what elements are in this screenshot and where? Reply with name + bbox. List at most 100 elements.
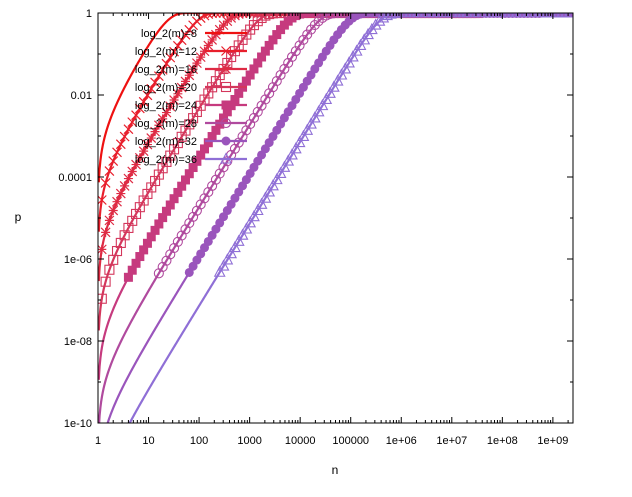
series-marker bbox=[169, 144, 180, 155]
series-marker bbox=[305, 117, 317, 129]
x-tick-label: 100 bbox=[190, 435, 208, 447]
series-marker bbox=[108, 205, 119, 216]
series-marker bbox=[268, 35, 278, 45]
series-marker bbox=[142, 90, 153, 101]
legend-label: log_2(m)=12 bbox=[135, 46, 197, 58]
y-tick-label: 1e-08 bbox=[64, 336, 92, 348]
series-marker bbox=[165, 52, 176, 63]
series-marker bbox=[131, 159, 141, 170]
legend-item: log_2(m)=32 bbox=[135, 136, 247, 148]
series-marker bbox=[150, 175, 161, 187]
series-marker bbox=[138, 96, 149, 107]
series-marker bbox=[222, 107, 232, 117]
series-marker bbox=[260, 13, 271, 21]
series-marker bbox=[104, 166, 115, 176]
series-marker bbox=[276, 25, 286, 35]
series-marker bbox=[192, 156, 202, 166]
series-marker bbox=[169, 194, 179, 204]
series-marker bbox=[180, 125, 191, 136]
series-marker bbox=[260, 46, 270, 56]
series-line bbox=[98, 13, 573, 183]
series-marker bbox=[184, 119, 195, 130]
legend-label: log_2(m)=28 bbox=[135, 118, 197, 130]
legend-label: log_2(m)=32 bbox=[135, 136, 197, 148]
y-tick-label: 1 bbox=[86, 8, 92, 20]
series-marker bbox=[203, 40, 214, 51]
legend-marker bbox=[221, 64, 231, 74]
x-tick-label: 1e+06 bbox=[386, 435, 417, 447]
series-marker bbox=[104, 264, 115, 275]
series-marker bbox=[154, 219, 164, 229]
legend-item: log_2(m)=20 bbox=[135, 81, 247, 94]
x-tick-label: 1e+09 bbox=[537, 435, 568, 447]
series-marker bbox=[123, 173, 134, 184]
series-marker bbox=[237, 34, 248, 45]
series-marker bbox=[180, 76, 191, 87]
series-marker bbox=[346, 50, 359, 62]
series-marker bbox=[138, 195, 149, 206]
legend-item: log_2(m)=24 bbox=[135, 100, 247, 112]
series-marker bbox=[286, 51, 298, 63]
series-marker bbox=[335, 68, 348, 80]
series-marker bbox=[308, 111, 321, 123]
legend-item: log_2(m)=8 bbox=[141, 28, 247, 40]
series-marker bbox=[207, 35, 218, 45]
series-marker bbox=[127, 166, 138, 177]
series-marker bbox=[272, 30, 282, 40]
series-marker bbox=[112, 196, 122, 207]
legend-marker bbox=[221, 46, 231, 56]
series-marker bbox=[115, 188, 126, 199]
series-marker bbox=[142, 238, 152, 248]
series-marker bbox=[150, 77, 160, 88]
series-marker bbox=[157, 64, 168, 75]
series-marker bbox=[176, 82, 187, 93]
series-marker bbox=[180, 175, 190, 185]
series-marker bbox=[210, 29, 221, 40]
series-marker bbox=[226, 13, 237, 23]
series-marker bbox=[134, 202, 145, 213]
series-marker bbox=[324, 13, 336, 20]
series-marker bbox=[350, 44, 363, 56]
series-marker bbox=[267, 179, 279, 191]
series-marker bbox=[214, 70, 225, 81]
series-marker bbox=[165, 150, 176, 161]
series-marker bbox=[274, 166, 287, 179]
series-marker bbox=[563, 13, 573, 18]
series-marker bbox=[134, 103, 145, 114]
series-marker bbox=[180, 29, 191, 40]
series-marker bbox=[219, 113, 229, 123]
series-marker bbox=[290, 46, 301, 57]
series-marker bbox=[123, 272, 133, 282]
series-marker bbox=[165, 200, 175, 210]
series-marker bbox=[161, 156, 172, 167]
series-marker bbox=[297, 129, 310, 141]
series-marker bbox=[191, 58, 202, 69]
series-marker bbox=[320, 92, 333, 105]
series-marker bbox=[150, 225, 160, 235]
series-marker bbox=[191, 106, 202, 118]
series-marker bbox=[169, 95, 179, 105]
series-marker bbox=[200, 144, 210, 154]
series-marker bbox=[240, 222, 253, 234]
x-tick-label: 100000 bbox=[332, 435, 369, 447]
series-marker bbox=[244, 216, 257, 228]
legend-marker bbox=[220, 152, 232, 164]
series-marker bbox=[172, 40, 183, 51]
series-marker bbox=[249, 64, 259, 74]
series-marker bbox=[331, 74, 344, 86]
series-marker bbox=[255, 197, 268, 209]
x-tick-label: 1 bbox=[95, 435, 101, 447]
series-marker bbox=[177, 181, 187, 191]
series-marker bbox=[248, 209, 260, 222]
series-marker bbox=[123, 222, 134, 233]
series-marker bbox=[203, 88, 214, 99]
series-marker bbox=[354, 38, 367, 50]
series-marker bbox=[142, 188, 153, 199]
series-marker bbox=[252, 16, 263, 27]
series-marker bbox=[98, 293, 107, 304]
series-marker bbox=[176, 35, 187, 46]
series-marker bbox=[153, 169, 164, 180]
series-marker bbox=[301, 123, 314, 135]
series-line bbox=[98, 13, 573, 331]
series-marker bbox=[188, 163, 198, 173]
